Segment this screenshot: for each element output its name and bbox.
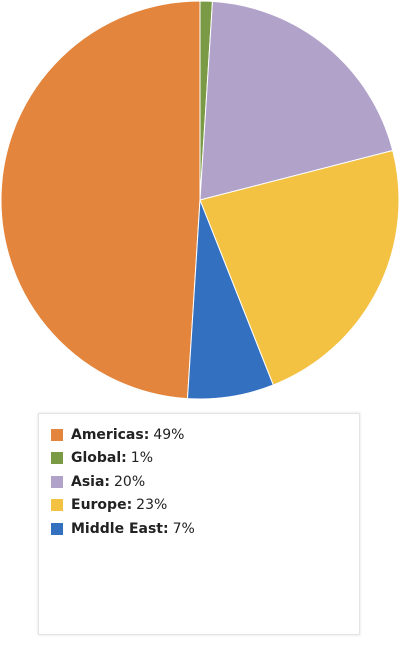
legend-item: Middle East: 7%: [51, 517, 359, 541]
legend-label: Middle East:: [71, 520, 169, 537]
legend: Americas: 49% Global: 1% Asia: 20% Europe: 23% M…: [38, 413, 360, 635]
value-label: 49%: [153, 426, 185, 443]
legend-swatch: [51, 428, 63, 441]
value-label: 20%: [114, 473, 146, 490]
legend-label: Asia:: [71, 473, 111, 490]
legend-item: Europe: 23%: [51, 494, 359, 518]
legend-swatch: [51, 499, 63, 512]
legend-swatch: [51, 475, 63, 488]
legend-swatch: [51, 452, 63, 465]
legend-item: Asia: 20%: [51, 470, 359, 494]
value-label: 1%: [130, 450, 153, 467]
value-label: 7%: [172, 520, 195, 537]
legend-label: Americas:: [71, 426, 150, 443]
value-label: 23%: [136, 497, 168, 514]
pie-slice: [186, 199, 274, 400]
pie-chart: [0, 0, 400, 400]
legend-item: Americas: 49%: [51, 423, 359, 447]
legend-item: Global: 1%: [51, 447, 359, 471]
legend-label: Global:: [71, 450, 127, 467]
pie-slice: [199, 149, 400, 386]
legend-swatch: [51, 522, 63, 535]
pie-slice: [199, 0, 394, 201]
pie-slice: [0, 0, 201, 400]
legend-label: Europe:: [71, 497, 133, 514]
